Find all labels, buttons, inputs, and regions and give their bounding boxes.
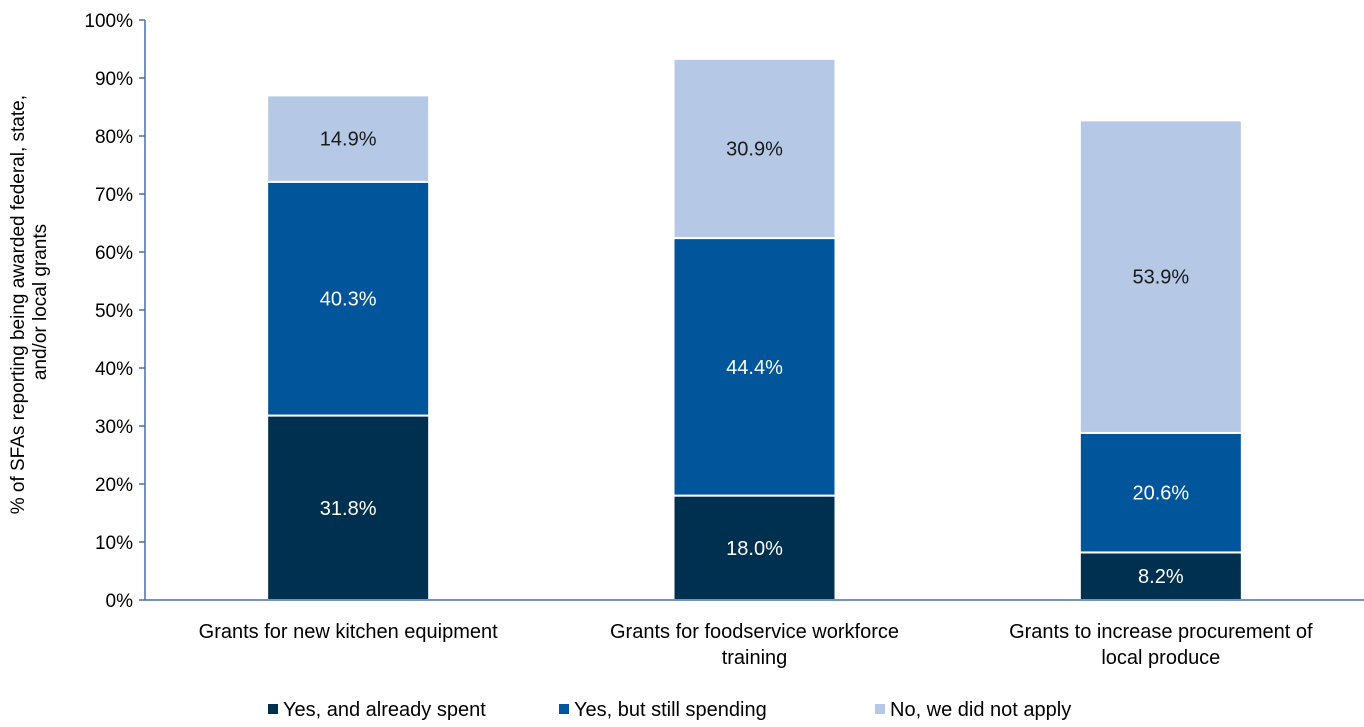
data-label: 31.8% bbox=[320, 498, 377, 520]
data-label: 30.9% bbox=[726, 138, 783, 160]
legend-label: Yes, and already spent bbox=[283, 699, 486, 721]
legend-swatch bbox=[559, 704, 569, 714]
y-tick-label: 70% bbox=[95, 185, 133, 206]
category-label-line: local produce bbox=[1101, 647, 1220, 669]
y-axis-title: % of SFAs reporting being awarded federa… bbox=[8, 90, 51, 515]
bars: 31.8% 40.3% 14.9% 18.0% 44.4% 30.9% 8.2% 20.6% 5… bbox=[266, 57, 1243, 602]
y-axis-title-line-1: % of SFAs reporting being awarded federa… bbox=[8, 95, 29, 514]
y-tick-label: 0% bbox=[106, 591, 134, 612]
data-label: 8.2% bbox=[1138, 566, 1184, 588]
y-tick-label: 80% bbox=[95, 127, 133, 148]
y-tick-label: 50% bbox=[95, 301, 133, 322]
data-label: 20.6% bbox=[1132, 483, 1189, 505]
bar-segment bbox=[672, 57, 837, 240]
legend-swatch bbox=[875, 704, 885, 714]
bar-segment bbox=[1078, 119, 1243, 434]
y-tick-label: 40% bbox=[95, 359, 133, 380]
y-tick-label: 30% bbox=[95, 417, 133, 438]
y-tick-label: 60% bbox=[95, 243, 133, 264]
category-label-line: Grants for foodservice workforce bbox=[610, 621, 899, 643]
y-axis-title-line-2: and/or local grants bbox=[30, 224, 51, 380]
y-axis: 0% 10% 20% 30% 40% 50% 60% 70% 80% 90% 100% bbox=[84, 11, 146, 612]
bar-segment bbox=[266, 180, 431, 417]
legend-label: Yes, but still spending bbox=[574, 699, 767, 721]
y-tick-label: 90% bbox=[95, 69, 133, 90]
data-label: 14.9% bbox=[320, 129, 377, 151]
category-label-line: Grants to increase procurement of bbox=[1009, 621, 1313, 643]
category-label: Grants to increase procurement of local p… bbox=[1009, 621, 1313, 669]
data-label: 44.4% bbox=[726, 357, 783, 379]
data-label: 18.0% bbox=[726, 538, 783, 560]
bar-segment bbox=[1078, 431, 1243, 554]
legend-label: No, we did not apply bbox=[890, 699, 1071, 721]
bar-segment bbox=[672, 237, 837, 497]
data-label: 40.3% bbox=[320, 289, 377, 311]
y-tick-label: 20% bbox=[95, 475, 133, 496]
category-label-line: Grants for new kitchen equipment bbox=[199, 621, 498, 643]
legend: Yes, and already spent Yes, but still spe… bbox=[268, 699, 1071, 721]
y-tick-label: 100% bbox=[84, 11, 133, 32]
category-label-line: training bbox=[722, 647, 788, 669]
bar-segment bbox=[266, 414, 431, 601]
data-label: 53.9% bbox=[1132, 267, 1189, 289]
category-label: Grants for new kitchen equipment bbox=[199, 621, 498, 643]
y-tick-label: 10% bbox=[95, 533, 133, 554]
bar-segment bbox=[266, 94, 431, 183]
legend-swatch bbox=[268, 704, 278, 714]
x-axis: Grants for new kitchen equipment Grants f… bbox=[145, 599, 1364, 669]
bar-segment bbox=[1078, 551, 1243, 602]
category-label: Grants for foodservice workforce training bbox=[610, 621, 899, 669]
